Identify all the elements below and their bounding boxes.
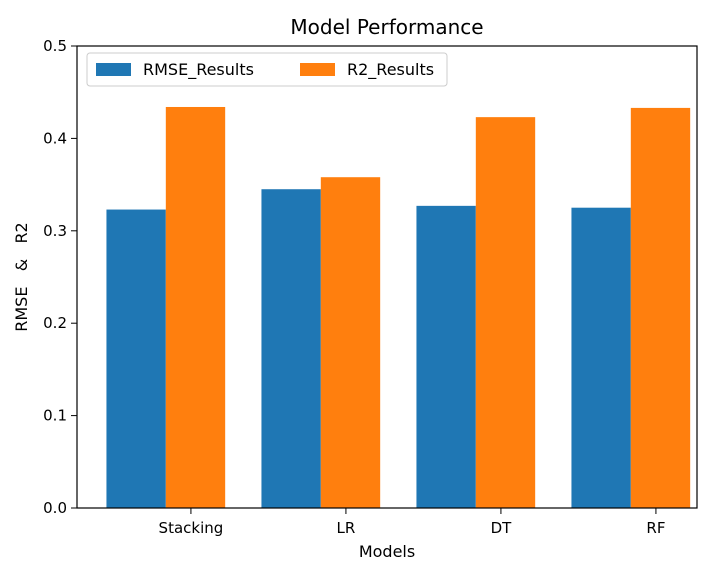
x-tick-label-lr: LR [337, 519, 356, 537]
legend-swatch-rmse [96, 63, 131, 76]
y-axis-label: RMSE & R2 [12, 222, 31, 331]
y-tick-label: 0.1 [43, 407, 67, 425]
bars-layer [106, 106, 691, 509]
x-tick-label-rf: RF [646, 519, 665, 537]
bar-rmse-dt [416, 205, 476, 509]
bar-r2-dt [475, 117, 536, 508]
legend-label-rmse: RMSE_Results [143, 60, 254, 80]
x-tick-label-stacking: Stacking [159, 519, 224, 537]
x-axis-label: Models [359, 542, 415, 561]
bar-r2-lr [320, 177, 381, 508]
bar-r2-stacking [165, 106, 226, 508]
plot-frame [76, 45, 698, 509]
bar-rmse-lr [261, 189, 321, 508]
y-tick-label: 0.4 [43, 129, 67, 147]
chart-title: Model Performance [290, 15, 483, 39]
legend-swatch-r2 [300, 63, 335, 76]
y-tick-label: 0.3 [43, 222, 67, 240]
bar-rmse-stacking [106, 209, 166, 508]
y-tick-label: 0.5 [43, 37, 67, 55]
legend-box [86, 52, 448, 87]
y-axis-ticks: 0.0 0.1 0.2 0.3 0.4 0.5 [43, 37, 77, 517]
legend-label-r2: R2_Results [347, 60, 434, 80]
x-axis-ticks: Stacking LR DT RF [159, 508, 665, 537]
y-tick-label: 0.2 [43, 314, 67, 332]
x-tick-label-dt: DT [491, 519, 513, 537]
bar-r2-rf [630, 107, 691, 509]
legend: RMSE_Results R2_Results [86, 52, 448, 87]
bar-rmse-rf [571, 207, 631, 508]
y-tick-label: 0.0 [43, 499, 67, 517]
